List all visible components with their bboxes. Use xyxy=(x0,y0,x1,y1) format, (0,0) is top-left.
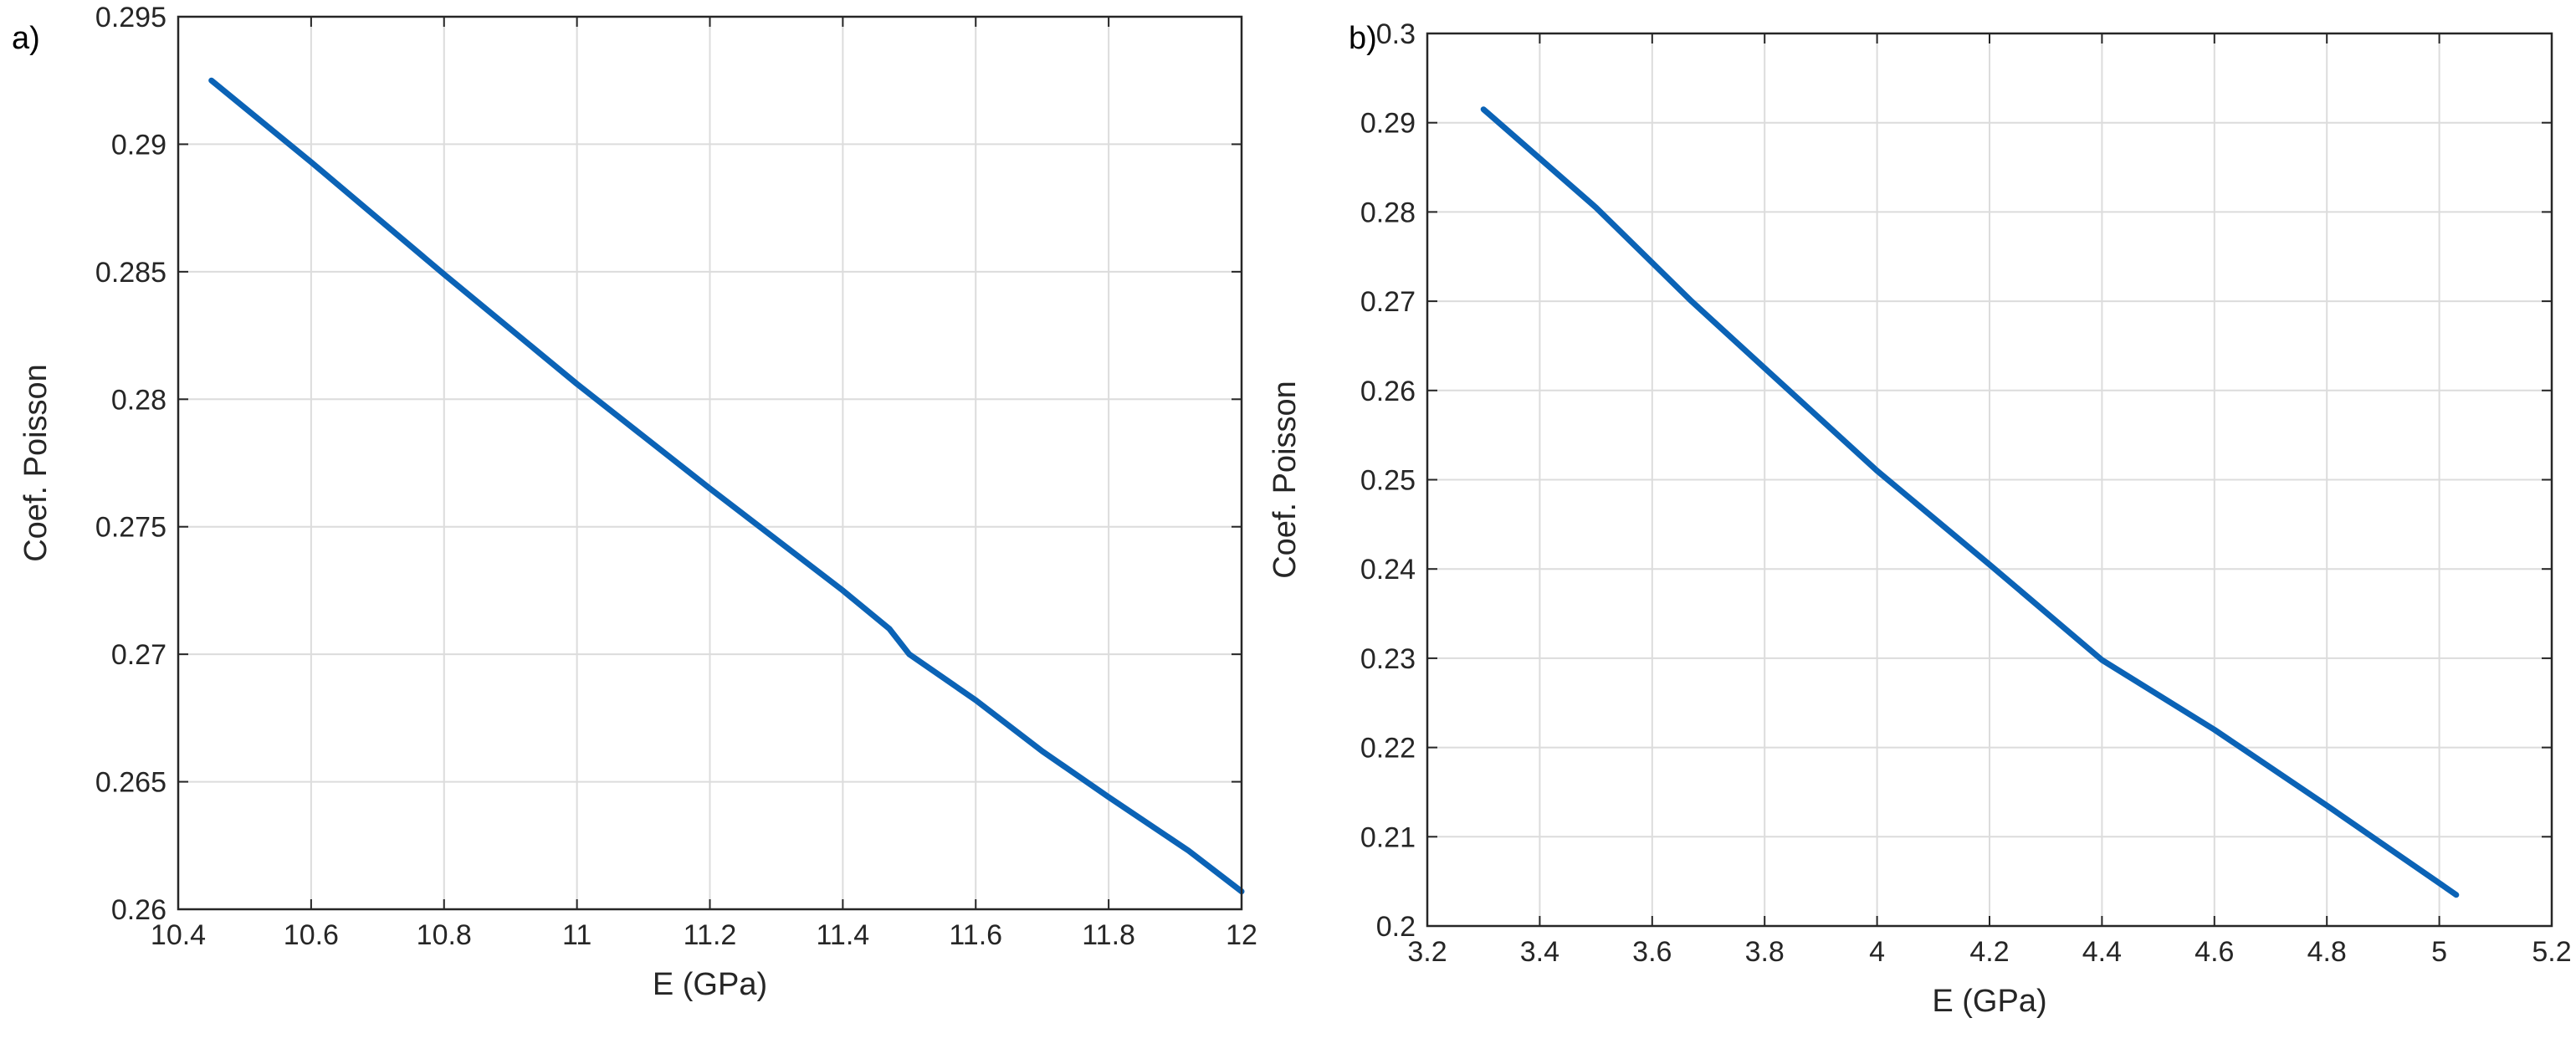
x-tick-label: 5.2 xyxy=(2532,936,2571,968)
y-tick-label: 0.28 xyxy=(1360,197,1416,228)
y-tick-label: 0.29 xyxy=(111,129,166,161)
y-tick-label: 0.28 xyxy=(111,384,166,416)
y-tick-label: 0.26 xyxy=(1360,376,1416,407)
x-tick-label: 3.4 xyxy=(1520,936,1559,968)
panel-label: a) xyxy=(12,21,40,56)
x-axis-label: E (GPa) xyxy=(1932,984,2046,1019)
y-tick-label: 0.3 xyxy=(1376,18,1416,50)
x-tick-label: 4.8 xyxy=(2307,936,2347,968)
y-tick-label: 0.29 xyxy=(1360,108,1416,140)
y-tick-label: 0.24 xyxy=(1360,554,1416,586)
x-tick-label: 4.4 xyxy=(2082,936,2122,968)
x-tick-label: 12 xyxy=(1226,919,1257,951)
y-tick-label: 0.27 xyxy=(1360,286,1416,318)
x-axis-label: E (GPa) xyxy=(653,967,767,1002)
x-tick-label: 11.4 xyxy=(817,919,870,951)
y-tick-label: 0.285 xyxy=(95,257,166,289)
x-tick-label: 11.6 xyxy=(949,919,1002,951)
y-axis-label: Coef. Poisson xyxy=(1268,381,1303,579)
y-tick-label: 0.23 xyxy=(1360,643,1416,675)
x-tick-label: 3.2 xyxy=(1407,936,1447,968)
x-tick-label: 3.6 xyxy=(1632,936,1672,968)
x-tick-label: 11.2 xyxy=(684,919,737,951)
y-tick-label: 0.25 xyxy=(1360,465,1416,497)
y-tick-label: 0.27 xyxy=(111,639,166,671)
y-tick-label: 0.275 xyxy=(95,512,166,544)
chart-b: 3.2 3.4 3.6 3.8 4 4.2 4.4 4.6 4.8 5 5.2 0.2 0.21 0.22… xyxy=(1268,18,2572,1019)
y-axis-label: Coef. Poisson xyxy=(18,364,54,562)
x-tick-label: 3.8 xyxy=(1745,936,1785,968)
x-tick-label: 10.4 xyxy=(151,919,206,951)
series-line xyxy=(208,77,1245,895)
y-tick-label: 0.2 xyxy=(1376,911,1416,943)
y-tick-label: 0.265 xyxy=(95,767,166,799)
x-tick-label: 4.6 xyxy=(2194,936,2234,968)
y-tick-label: 0.295 xyxy=(95,2,166,33)
x-tick-label: 5 xyxy=(2431,936,2447,968)
x-tick-label: 4.2 xyxy=(1969,936,2009,968)
chart-a: 10.4 10.6 10.8 11 11.2 11.4 11.6 11.8 12 0.26 0.26… xyxy=(12,2,1257,1002)
y-tick-label: 0.26 xyxy=(111,894,166,926)
y-tick-label: 0.21 xyxy=(1360,821,1416,853)
x-tick-label: 10.8 xyxy=(417,919,472,951)
x-tick-label: 10.6 xyxy=(284,919,339,951)
x-tick-label: 11.8 xyxy=(1082,919,1135,951)
x-tick-label: 11 xyxy=(562,919,592,951)
x-tick-label: 4 xyxy=(1869,936,1885,968)
y-tick-label: 0.22 xyxy=(1360,733,1416,765)
series-line xyxy=(1480,106,2460,898)
panel-label: b) xyxy=(1349,21,1377,56)
